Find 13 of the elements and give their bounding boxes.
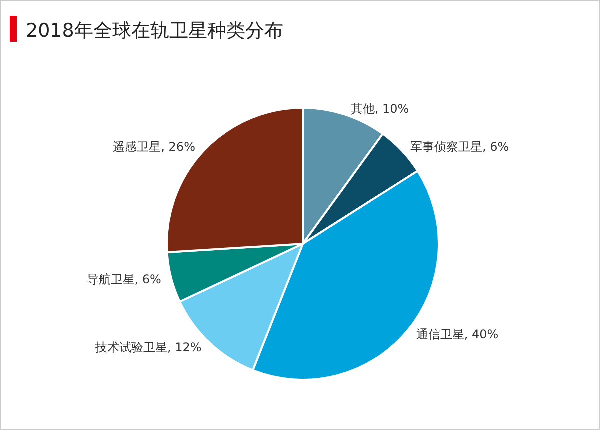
data-label: , 12% [167, 340, 202, 355]
slice-label: 其他 [350, 102, 375, 116]
slice-label: 技术试验卫星 [94, 340, 168, 355]
chart-title: 2018年全球在轨卫星种类分布 [26, 20, 284, 42]
data-label: , 26% [161, 140, 196, 154]
slice-label: 遥感卫星 [113, 140, 162, 154]
data-label: , 6% [482, 140, 510, 154]
data-label: , 40% [464, 328, 499, 342]
data-label: , 10% [374, 102, 410, 116]
slice-label: 军事侦察卫星 [410, 140, 483, 154]
slice-label: 导航卫星 [86, 272, 135, 286]
data-label: , 6% [134, 272, 162, 286]
slice-label: 通信卫星 [416, 328, 464, 342]
